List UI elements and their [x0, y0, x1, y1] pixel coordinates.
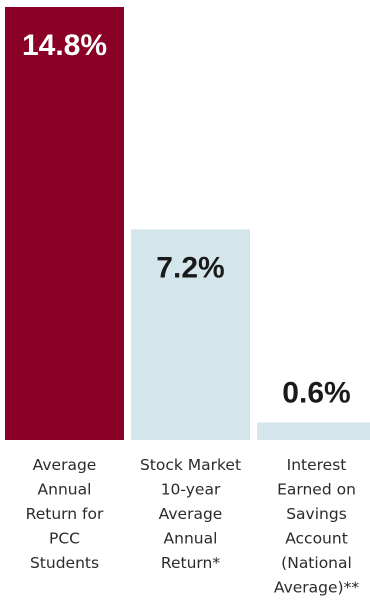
- category-label-line: Account: [285, 530, 348, 548]
- bar-savings-account: [257, 422, 370, 440]
- category-labels-group: Average Annual Return for PCC Students Stock …: [26, 456, 360, 597]
- value-labels-group: 14.8% 7.2% 0.6%: [22, 29, 351, 409]
- category-label-line: (National: [281, 554, 352, 572]
- category-label-line: Annual: [38, 481, 92, 499]
- category-label-line: Return*: [161, 554, 220, 572]
- category-label-line: Savings: [286, 505, 347, 523]
- category-label-line: PCC: [49, 530, 80, 548]
- category-label-line: Students: [30, 554, 99, 572]
- category-label-line: 10-year: [161, 481, 221, 499]
- bar-stock-market: [131, 229, 250, 440]
- category-label-line: Average: [159, 505, 223, 523]
- category-label-line: Interest: [287, 456, 347, 474]
- value-label-stock-market: 7.2%: [156, 251, 224, 284]
- category-label-stock-market: Stock Market 10-year Average Annual Return*: [140, 456, 241, 572]
- category-label-line: Annual: [164, 530, 218, 548]
- category-label-savings-account: Interest Earned on Savings Account (National…: [274, 456, 359, 597]
- category-label-line: Average)**: [274, 579, 359, 597]
- category-label-line: Average: [33, 456, 97, 474]
- category-label-line: Earned on: [277, 481, 356, 499]
- value-label-savings-account: 0.6%: [282, 376, 350, 409]
- value-label-pcc-students: 14.8%: [22, 29, 107, 62]
- bars-group: [5, 7, 370, 440]
- category-label-pcc-students: Average Annual Return for PCC Students: [26, 456, 104, 572]
- bar-pcc-students: [5, 7, 124, 440]
- category-label-line: Stock Market: [140, 456, 241, 474]
- category-label-line: Return for: [26, 505, 104, 523]
